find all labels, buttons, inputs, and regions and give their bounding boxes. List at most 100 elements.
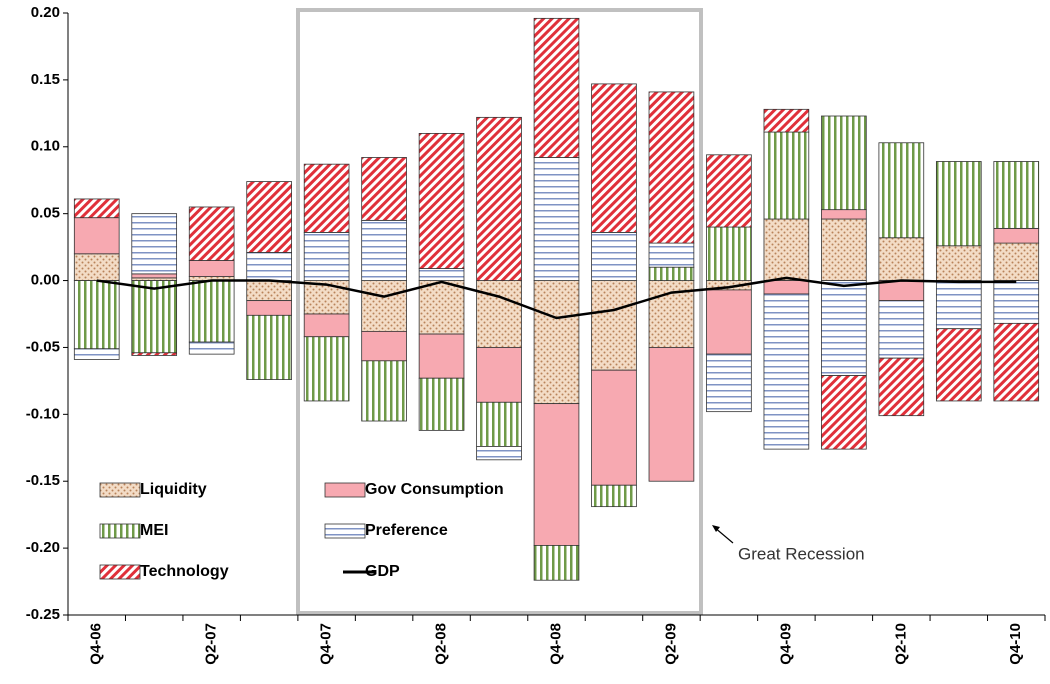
- bar-segment: [706, 154, 752, 228]
- x-tick-label: Q4-06: [88, 623, 105, 665]
- x-tick-label: Q4-09: [777, 623, 794, 665]
- y-tick-label: -0.05: [26, 338, 60, 355]
- bar-segment: [706, 353, 752, 413]
- y-tick-label: -0.25: [26, 606, 60, 623]
- legend-label: GDP: [365, 563, 400, 580]
- bar-segment: [303, 336, 350, 402]
- bar-segment: [648, 91, 695, 244]
- bar-segment: [303, 231, 350, 281]
- bar-segment: [935, 245, 982, 281]
- bar-segment: [706, 289, 752, 355]
- bar-segment: [418, 333, 465, 379]
- bar-segment: [935, 280, 982, 330]
- bar-segment: [591, 231, 637, 281]
- y-tick-label: 0.15: [31, 71, 60, 88]
- bar-segment: [993, 161, 1040, 229]
- bar-segment: [131, 277, 178, 281]
- bar-segment: [763, 218, 810, 281]
- bar-segment: [131, 280, 178, 354]
- bar-segment: [303, 313, 350, 338]
- bar-segment: [246, 314, 292, 380]
- bar-segment: [591, 369, 637, 486]
- bar-segment: [246, 300, 292, 316]
- annotation: Great Recession: [738, 544, 865, 563]
- gdp-line: [96, 276, 1017, 320]
- bar-segment: [763, 280, 810, 295]
- bar-segment: [993, 322, 1040, 402]
- legend-swatch: [99, 564, 141, 580]
- bar-segment: [533, 157, 580, 281]
- y-tick-label: 0.10: [31, 138, 60, 155]
- bar-segment: [821, 375, 867, 450]
- legend-swatch: [324, 523, 366, 539]
- bar-segment: [821, 280, 867, 376]
- bar-segment: [763, 293, 810, 450]
- bar-segment: [591, 484, 637, 508]
- bar-segment: [246, 280, 292, 302]
- x-tick-label: Q4-10: [1007, 623, 1024, 665]
- bar-segment: [73, 280, 120, 350]
- bar-segment: [246, 181, 292, 253]
- y-tick-label: 0.00: [31, 272, 60, 289]
- bar-segment: [935, 161, 982, 247]
- bar-segment: [648, 266, 695, 281]
- legend-label: Liquidity: [140, 481, 207, 498]
- bar-segment: [706, 226, 752, 281]
- legend-label: MEI: [140, 522, 168, 539]
- y-tick-label: -0.20: [26, 539, 60, 556]
- bar-segment: [188, 206, 235, 261]
- bar-segment: [993, 227, 1040, 244]
- legend-swatch: [324, 482, 366, 498]
- y-tick-label: -0.15: [26, 472, 60, 489]
- bar-segment: [878, 142, 925, 239]
- annotation-arrowhead: [712, 525, 720, 532]
- bar-segment: [188, 341, 235, 355]
- bar-segment: [763, 108, 810, 133]
- bar-segment: [188, 260, 235, 277]
- bar-segment: [361, 330, 407, 362]
- bar-segment: [246, 252, 292, 281]
- bar-segment: [533, 280, 580, 405]
- bar-segment: [878, 300, 925, 359]
- bar-segment: [993, 280, 1040, 324]
- bar-segment: [821, 209, 867, 220]
- bar-segment: [533, 545, 580, 581]
- bar-segment: [476, 446, 522, 461]
- bar-segment: [591, 83, 637, 233]
- bar-segment: [418, 268, 465, 281]
- bar-segment: [303, 163, 350, 233]
- bar-segment: [418, 132, 465, 269]
- bar-segment: [476, 280, 522, 348]
- recession-box: [296, 8, 703, 615]
- legend-label: Technology: [140, 563, 229, 580]
- bar-segment: [361, 157, 407, 221]
- bar-segment: [131, 273, 178, 279]
- bar-segment: [763, 131, 810, 220]
- legend-label: Gov Consumption: [365, 481, 504, 498]
- bar-segment: [361, 219, 407, 281]
- legend-label: Preference: [365, 522, 448, 539]
- bar-segment: [935, 328, 982, 402]
- x-tick-label: Q2-08: [433, 623, 450, 665]
- bar-segment: [361, 360, 407, 422]
- bar-segment: [73, 217, 120, 255]
- x-tick-label: Q2-09: [662, 623, 679, 665]
- bar-segment: [476, 401, 522, 447]
- y-tick-label: 0.20: [31, 4, 60, 21]
- y-tick-label: 0.05: [31, 205, 60, 222]
- bar-segment: [188, 280, 235, 343]
- bar-segment: [878, 237, 925, 281]
- legend-swatch: [99, 482, 141, 498]
- bar-segment: [131, 352, 178, 356]
- bar-segment: [993, 242, 1040, 281]
- bar-segment: [73, 253, 120, 281]
- bar-segment: [476, 347, 522, 403]
- legend-swatch: [99, 523, 141, 539]
- bar-segment: [418, 377, 465, 431]
- bar-segment: [533, 17, 580, 158]
- bar-segment: [361, 280, 407, 332]
- bar-segment: [878, 357, 925, 417]
- bar-segment: [533, 403, 580, 546]
- bar-segment: [73, 348, 120, 360]
